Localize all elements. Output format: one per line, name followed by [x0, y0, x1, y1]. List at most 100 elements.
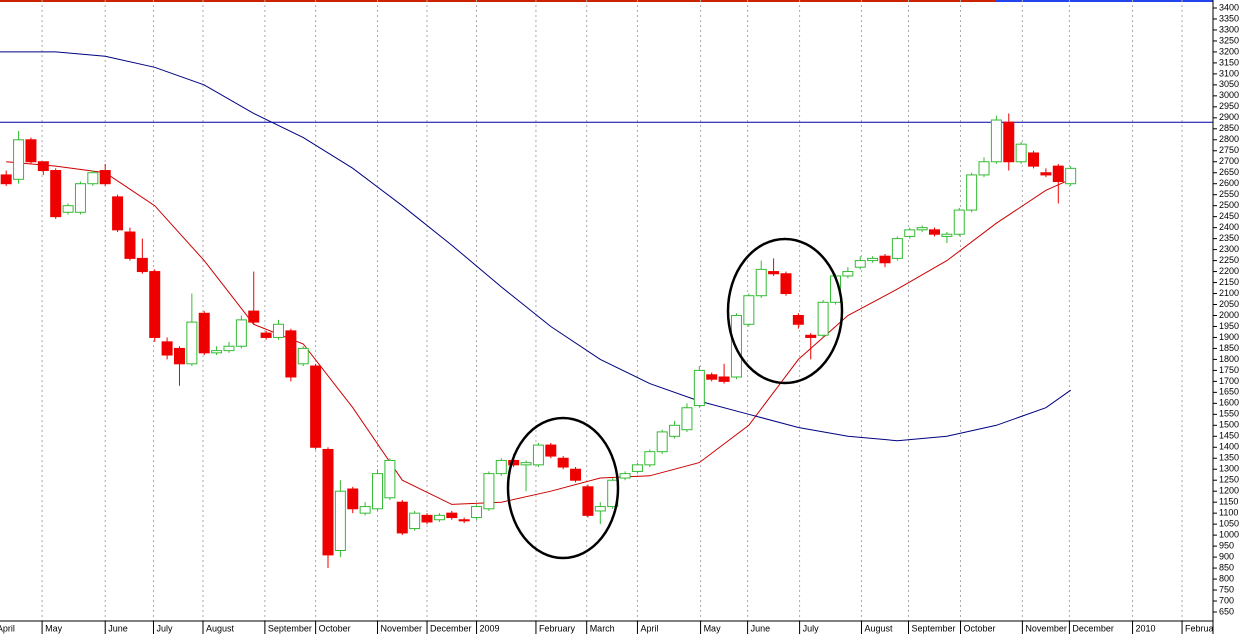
candle-body: [384, 459, 396, 499]
candle-body: [545, 444, 557, 457]
y-tick-label: 2250: [1219, 255, 1239, 265]
x-tick-label: April: [640, 623, 658, 633]
candle-body: [693, 369, 705, 407]
candle-body: [508, 459, 520, 466]
x-tick-label: 2010: [1136, 623, 1156, 633]
candle-body: [310, 365, 322, 448]
candle-body: [372, 473, 384, 510]
annotation-ellipse: [506, 416, 620, 560]
candle-body: [483, 473, 495, 510]
candle-body: [458, 519, 470, 522]
y-tick-label: 1950: [1219, 321, 1239, 331]
y-tick-label: 1650: [1219, 387, 1239, 397]
candle-body: [37, 161, 49, 172]
candle-body: [718, 376, 730, 382]
candle-body: [557, 457, 569, 468]
candle-body: [656, 431, 668, 453]
candle-body: [743, 295, 755, 325]
candle-body: [842, 271, 854, 277]
y-tick-label: 2500: [1219, 200, 1239, 210]
y-tick-label: 1200: [1219, 486, 1239, 496]
candle-body: [916, 227, 928, 231]
candle-body: [50, 170, 62, 218]
candle-body: [780, 273, 792, 295]
candle-body: [272, 323, 284, 338]
indicator-line: [0, 51, 1071, 442]
annotation-ellipse: [726, 237, 844, 385]
candle-body: [161, 341, 173, 356]
y-tick-label: 3050: [1219, 79, 1239, 89]
x-tick-label: September: [912, 623, 956, 633]
candle-body: [396, 501, 408, 534]
candle-body: [805, 334, 817, 338]
candle-body: [223, 345, 235, 352]
y-tick-label: 2650: [1219, 167, 1239, 177]
y-tick-label: 3000: [1219, 90, 1239, 100]
candle-body: [13, 139, 25, 180]
grid: April May June July August September October No…: [0, 0, 1213, 634]
candle-body: [582, 486, 594, 516]
candle-body: [409, 512, 421, 530]
y-tick-label: 2600: [1219, 178, 1239, 188]
candle-body: [112, 196, 124, 231]
candle-body: [966, 174, 978, 211]
candle-body: [706, 374, 718, 380]
candle-body: [619, 473, 631, 479]
x-tick-label: September: [268, 623, 312, 633]
x-tick-label: October: [963, 623, 995, 633]
y-tick-label: 1100: [1219, 508, 1238, 518]
y-tick-label: 2300: [1219, 244, 1239, 254]
y-tick-label: 2150: [1219, 277, 1239, 287]
candle-body: [149, 271, 161, 338]
top-bar: [0, 0, 995, 2]
y-tick-label: 1550: [1219, 409, 1239, 419]
candle-body: [755, 268, 767, 297]
x-tick-label: July: [156, 623, 173, 633]
candle-body: [74, 183, 86, 213]
candle-body: [520, 462, 532, 466]
candle-body: [446, 512, 458, 519]
candle-body: [904, 229, 916, 237]
x-tick-label: July: [803, 623, 820, 633]
y-tick-label: 2900: [1219, 112, 1239, 122]
candle-body: [1065, 167, 1077, 185]
y-tick-label: 800: [1219, 573, 1234, 583]
y-tick-label: 1600: [1219, 398, 1239, 408]
y-tick-label: 1700: [1219, 376, 1239, 386]
x-tick-label: March: [590, 623, 615, 633]
candle-body: [570, 468, 582, 481]
candle-body: [260, 332, 272, 338]
candle-body: [136, 257, 148, 273]
x-tick-label: August: [864, 623, 893, 633]
candle-body: [87, 172, 99, 185]
y-tick-label: 650: [1219, 606, 1234, 616]
candle-body: [953, 209, 965, 235]
candle-body: [879, 255, 891, 264]
top-bar: [995, 0, 1213, 2]
candle-body: [211, 350, 223, 354]
y-tick-label: 900: [1219, 551, 1234, 561]
candle-body: [248, 310, 260, 323]
y-tick-label: 2000: [1219, 310, 1239, 320]
x-tick-label: April: [0, 623, 15, 633]
candle-body: [173, 347, 185, 365]
y-tick-label: 2800: [1219, 134, 1239, 144]
y-tick-label: 2400: [1219, 222, 1239, 232]
candle-body: [532, 444, 544, 466]
y-tick-label: 1000: [1219, 530, 1239, 540]
candle-body: [891, 238, 903, 259]
y-tick-label: 1900: [1219, 332, 1239, 342]
candle-body: [594, 506, 606, 512]
candle-body: [62, 205, 74, 213]
y-tick-label: 1750: [1219, 365, 1239, 375]
y-tick-label: 2050: [1219, 299, 1239, 309]
candle-body: [631, 464, 643, 472]
y-tick-label: 1300: [1219, 464, 1239, 474]
y-tick-label: 3250: [1219, 35, 1239, 45]
y-tick-label: 3350: [1219, 13, 1239, 23]
candle-body: [1003, 121, 1015, 163]
candle-body: [124, 231, 136, 259]
y-tick-label: 3150: [1219, 57, 1239, 67]
